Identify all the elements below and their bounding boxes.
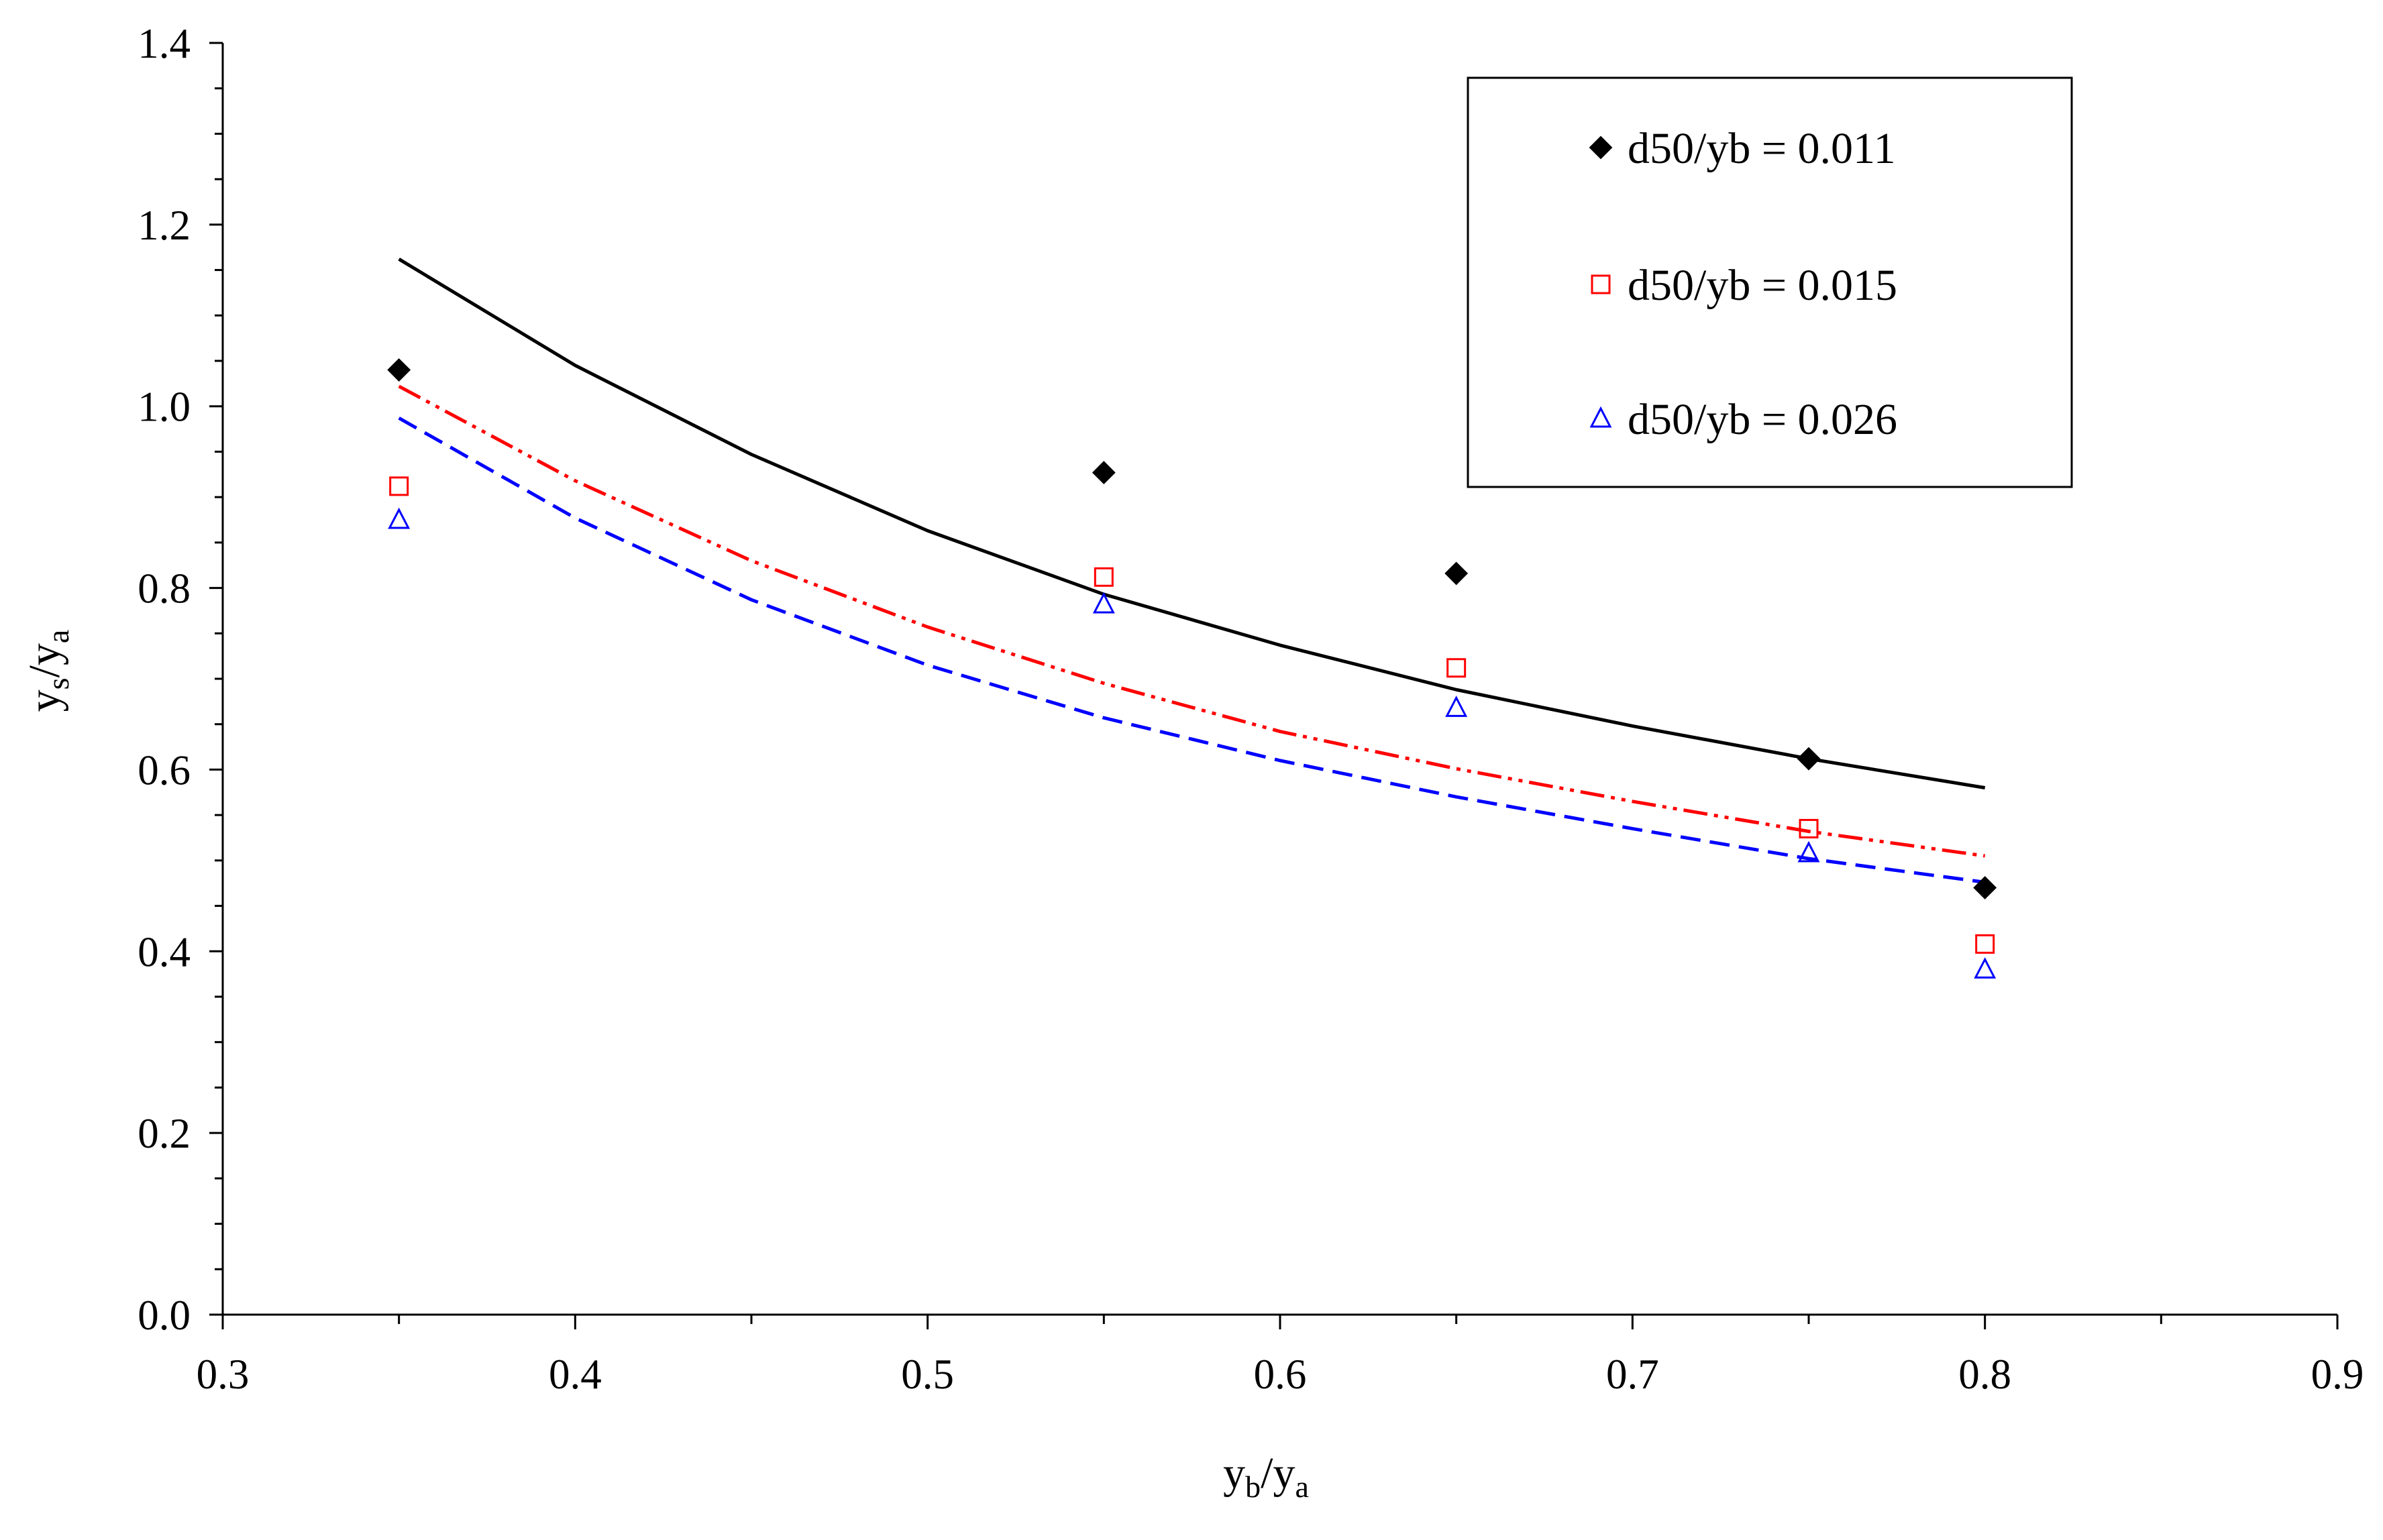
y-tick-label: 0.0 <box>138 1292 191 1339</box>
data-point <box>1446 658 1467 678</box>
x-tick-label: 0.5 <box>901 1351 954 1398</box>
y-tick-label: 0.8 <box>138 565 191 612</box>
x-tick-label: 0.4 <box>549 1351 602 1398</box>
fit-lines <box>398 258 1986 884</box>
legend-label: d50/yb = 0.011 <box>1628 124 1896 173</box>
legend-marker <box>1591 274 1611 294</box>
data-point <box>1094 567 1114 587</box>
x-tick-label: 0.9 <box>2311 1351 2364 1398</box>
data-point <box>1444 561 1469 586</box>
data-point <box>1445 696 1468 717</box>
legend-label: d50/yb = 0.026 <box>1628 395 1897 444</box>
data-point <box>1092 592 1115 614</box>
x-tick-label: 0.8 <box>1958 1351 2011 1398</box>
data-points <box>387 358 1997 979</box>
data-point <box>389 476 409 496</box>
data-point <box>1797 840 1820 863</box>
data-point <box>1799 818 1819 838</box>
y-axis-title: ys/ya <box>20 630 75 712</box>
legend-marker <box>1589 406 1612 428</box>
data-point <box>1797 747 1821 771</box>
fit-line <box>398 384 1986 858</box>
fit-line <box>398 417 1985 884</box>
data-point <box>1975 934 1995 954</box>
data-point <box>1092 461 1116 484</box>
x-axis-title: yb/ya <box>1223 1449 1309 1504</box>
y-axis-ticks: 0.0 0.2 0.4 0.6 0.8 1.0 1.2 1.4 <box>138 20 223 1339</box>
fit-line <box>398 258 1986 789</box>
data-point <box>1973 876 1997 899</box>
legend: d50/yb = 0.011 d50/yb = 0.015 d50/yb = 0.0… <box>1467 76 2073 488</box>
data-point <box>387 358 411 382</box>
x-tick-label: 0.6 <box>1254 1351 1307 1398</box>
x-axis-ticks: 0.3 0.4 0.5 0.6 0.7 0.8 0.9 <box>197 1315 2364 1398</box>
y-tick-label: 0.2 <box>138 1110 191 1157</box>
data-point <box>1974 957 1997 979</box>
y-tick-label: 0.6 <box>138 747 191 793</box>
x-tick-label: 0.3 <box>197 1351 250 1398</box>
x-tick-label: 0.7 <box>1606 1351 1659 1398</box>
y-tick-label: 1.0 <box>138 384 191 431</box>
y-tick-label: 1.4 <box>138 20 191 67</box>
legend-box <box>1467 76 2073 488</box>
data-point <box>388 507 411 529</box>
y-tick-label: 0.4 <box>138 928 191 975</box>
legend-label: d50/yb = 0.015 <box>1628 261 1897 310</box>
y-tick-label: 1.2 <box>138 202 191 249</box>
legend-marker <box>1589 135 1613 160</box>
